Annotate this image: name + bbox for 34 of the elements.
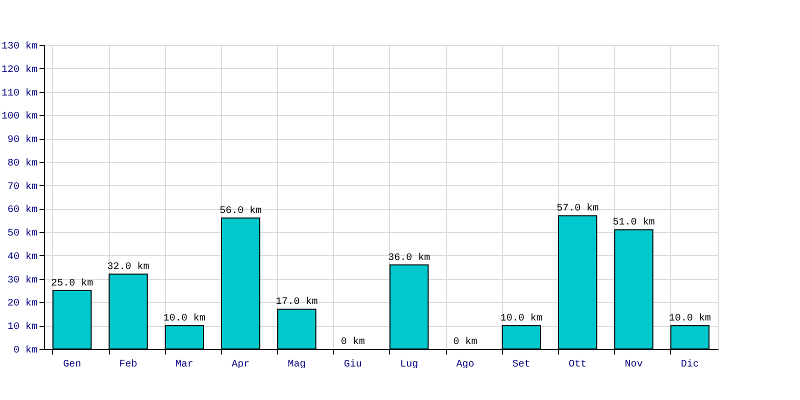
- data-label: 17.0 km: [276, 296, 318, 308]
- data-label: 57.0 km: [556, 202, 599, 215]
- x-tick-label: Feb: [119, 358, 138, 370]
- data-label: 51.0 km: [612, 216, 655, 229]
- data-label: 0 km: [340, 336, 365, 348]
- x-tick-label: Dic: [680, 358, 699, 370]
- data-label: 25.0 km: [51, 278, 94, 290]
- y-tick-label: 40 km: [7, 250, 38, 263]
- y-tick-label: 110 km: [1, 87, 38, 100]
- y-tick-label: 130 km: [1, 40, 38, 52]
- data-label: 10.0 km: [668, 312, 711, 325]
- y-tick-label: 100 km: [1, 110, 38, 123]
- x-tick-label: Mar: [175, 360, 194, 370]
- data-label: 0 km: [453, 336, 478, 348]
- data-label: 32.0 km: [107, 261, 150, 274]
- y-tick-label: 20 km: [7, 298, 38, 310]
- y-tick-label: 80 km: [7, 157, 38, 170]
- x-tick-label: Nov: [624, 360, 643, 370]
- y-tick-label: 70 km: [7, 180, 38, 193]
- y-tick-label: 30 km: [7, 274, 38, 286]
- data-label: 10.0 km: [163, 312, 206, 325]
- y-tick-label: 90 km: [7, 134, 38, 146]
- x-tick-label: Ott: [568, 360, 587, 370]
- y-tick-label: 10 km: [7, 321, 38, 334]
- x-tick-label: Giu: [344, 358, 362, 370]
- data-label: 10.0 km: [500, 312, 542, 325]
- y-tick-label: 60 km: [7, 204, 38, 216]
- y-tick-label: 50 km: [7, 228, 38, 240]
- x-tick-label: Set: [512, 360, 530, 370]
- x-tick-label: Gen: [63, 360, 82, 370]
- y-tick-label: 0 km: [13, 344, 38, 356]
- data-label: 36.0 km: [388, 252, 430, 264]
- data-label: 56.0 km: [220, 205, 262, 218]
- y-tick-label: 120 km: [1, 64, 38, 76]
